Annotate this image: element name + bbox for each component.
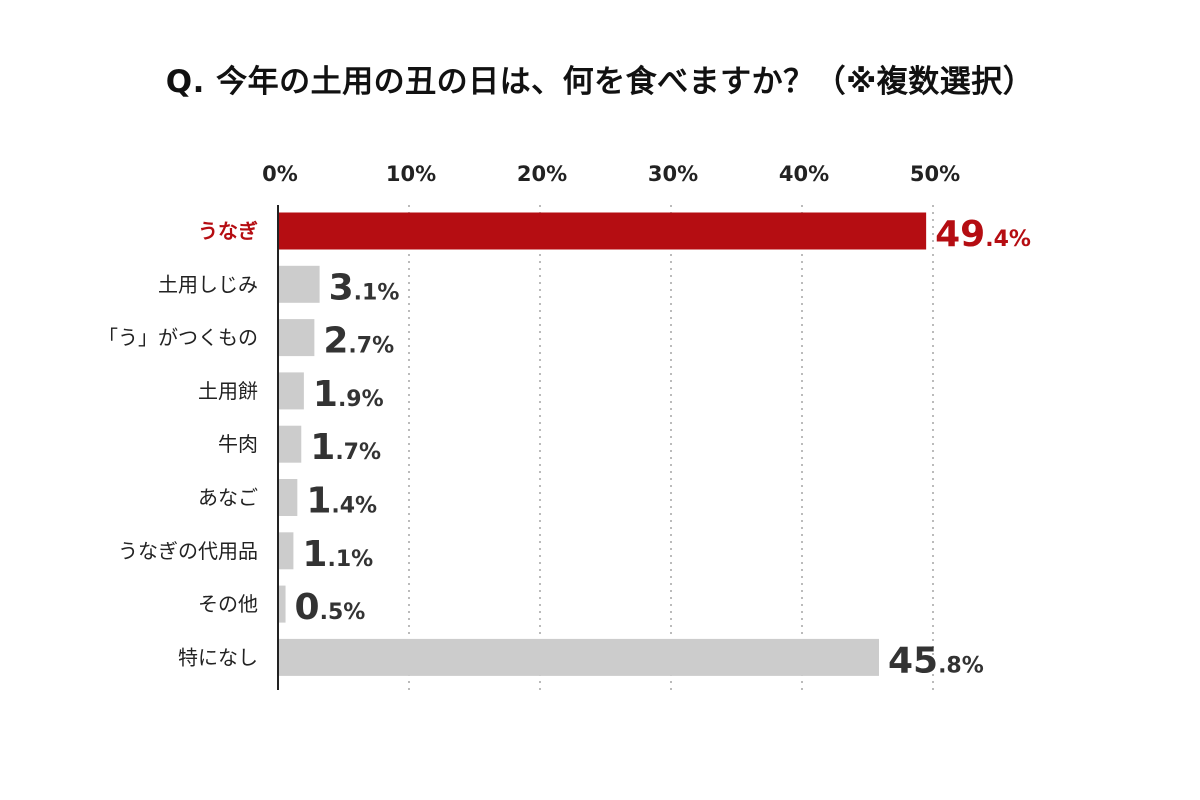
x-tick-label: 0%	[262, 162, 298, 186]
category-label: うなぎの代用品	[118, 539, 258, 563]
category-label: 土用しじみ	[158, 272, 258, 296]
bars	[279, 212, 927, 676]
bar	[279, 212, 927, 250]
category-label: 土用餅	[198, 379, 258, 403]
chart-title: Q. 今年の土用の丑の日は、何を食べますか？（※複数選択）	[165, 64, 1035, 100]
bar	[279, 372, 304, 410]
bar	[279, 265, 320, 303]
x-tick-label: 20%	[517, 162, 567, 186]
x-tick-label: 50%	[910, 162, 960, 186]
bar	[279, 532, 294, 570]
x-tick-label: 40%	[779, 162, 829, 186]
value-labels: 49.4% 3.1% 2.7% 1.9% 1.7% 1.4% 1.1% 0.5% 45.8%	[295, 214, 1031, 681]
category-label: その他	[198, 592, 258, 616]
x-tick-label: 10%	[386, 162, 436, 186]
bar	[279, 479, 298, 516]
value-label: 1.1%	[302, 534, 373, 575]
value-label: 0.5%	[295, 587, 366, 628]
category-label: 「う」がつくもの	[98, 326, 258, 350]
value-label: 45.8%	[888, 640, 984, 681]
x-axis-ticks: 0% 10% 20% 30% 40% 50%	[262, 162, 960, 186]
category-label: 特になし	[178, 645, 258, 669]
value-label: 1.4%	[306, 481, 377, 522]
value-label: 1.9%	[313, 374, 384, 415]
value-label: 3.1%	[329, 267, 400, 308]
bar	[279, 638, 879, 676]
category-label: うなぎ	[198, 219, 258, 243]
category-label: 牛肉	[218, 432, 258, 456]
bar	[279, 319, 315, 357]
value-label: 49.4%	[935, 214, 1031, 255]
x-tick-label: 30%	[648, 162, 698, 186]
value-label: 1.7%	[310, 427, 381, 468]
grid-lines	[408, 205, 934, 690]
value-label: 2.7%	[323, 321, 394, 362]
bar	[279, 585, 286, 623]
category-label: あなご	[198, 486, 258, 510]
bar	[279, 425, 302, 463]
